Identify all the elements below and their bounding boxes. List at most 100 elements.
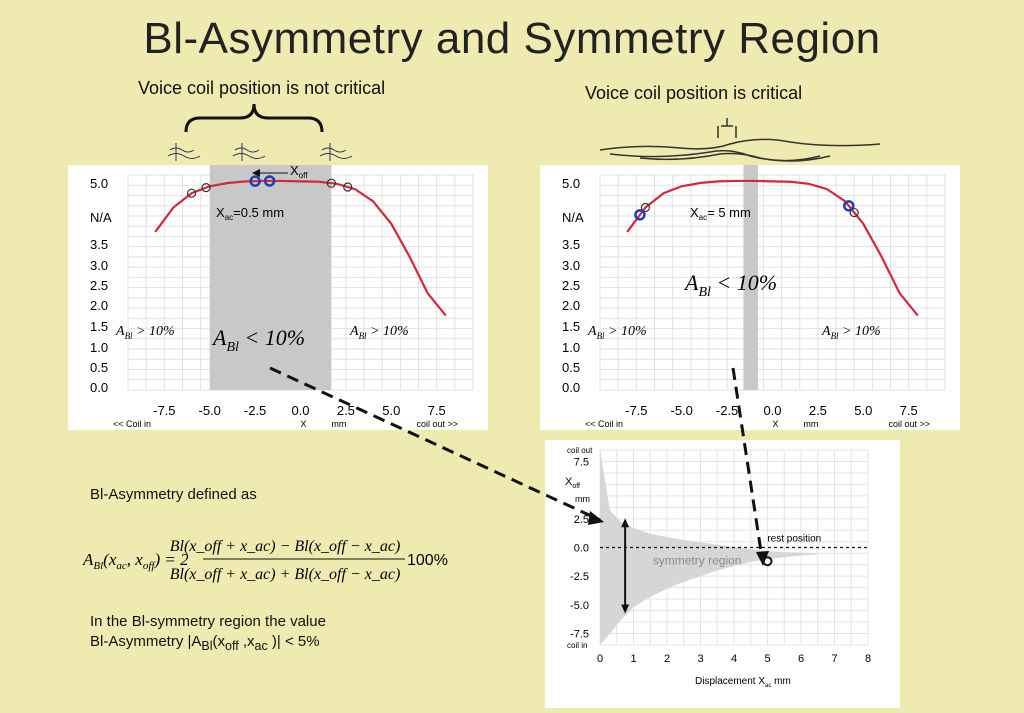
right-chart: 5.0 N/A 3.5 3.0 2.5 2.0 1.5 1.0 0.5 0.0 -7.5 -5.0 -2…	[562, 165, 946, 429]
x-left-note: << Coil in	[585, 419, 623, 429]
open-marker	[343, 182, 353, 192]
x-tick-label: 2.5	[337, 403, 355, 418]
region-center-label: ABl < 10%	[211, 325, 305, 355]
formula-suffix: 100%	[407, 552, 448, 569]
definition-label: Bl-Asymmetry defined as	[90, 486, 257, 503]
x-tick-label: 0.0	[291, 403, 309, 418]
x-off-arrowhead	[252, 169, 260, 177]
y-tick-label: 7.5	[574, 456, 589, 468]
left-chart: 5.0 N/A 3.5 3.0 2.5 2.0 1.5 1.0 0.5 0.0 -7.5 -5.0 -2…	[90, 163, 474, 429]
x-axis-label: X	[773, 419, 779, 429]
y-axis-label: Xoff	[565, 476, 580, 490]
open-marker	[326, 178, 336, 188]
x-tick-label: -5.0	[199, 403, 221, 418]
open-marker	[186, 188, 197, 198]
x-tick-label: 8	[865, 653, 871, 665]
x-tick-label: 1	[630, 653, 636, 665]
x-right-note: coil out >>	[416, 419, 458, 429]
y-tick-label: 5.0	[90, 176, 108, 191]
right-chart-subtitle: Voice coil position is critical	[585, 83, 803, 103]
y-tick-label: 2.5	[574, 514, 589, 526]
y-tick-label: 2.5	[90, 278, 108, 293]
y-tick-label: 1.0	[90, 340, 108, 355]
x-tick-label: 7	[831, 653, 837, 665]
y-tick-label: 0.5	[90, 360, 108, 375]
y-tick-label: 1.5	[90, 319, 108, 334]
x-tick-label: -7.5	[625, 403, 647, 418]
x-tick-label: -7.5	[153, 403, 175, 418]
dashed-arrow-right	[731, 367, 764, 559]
x-tick-label: 2.5	[809, 403, 827, 418]
x-tick-label: 6	[798, 653, 804, 665]
x-tick-label: 4	[731, 653, 737, 665]
x-axis-label: X	[301, 419, 307, 429]
y-tick-label: 0.0	[562, 380, 580, 395]
region-left-label: ABl > 10%	[587, 324, 647, 341]
blue-marker	[263, 175, 276, 187]
bracket-icon	[184, 103, 324, 133]
open-marker	[640, 202, 650, 213]
y-tick-label: -2.5	[570, 571, 589, 583]
x-tick-label: 5	[764, 653, 770, 665]
y-tick-label: -5.0	[570, 600, 589, 612]
open-marker	[849, 207, 859, 218]
x-tick-label: 2	[664, 653, 670, 665]
y-tick-label: 0.0	[90, 380, 108, 395]
symmetry-statement-line1: In the Bl-symmetry region the value	[90, 613, 326, 630]
x-ac-label: Xac=0.5 mm	[216, 205, 284, 222]
x-tick-label: 3	[697, 653, 703, 665]
dashed-arrow-left	[269, 366, 601, 522]
arrowhead-up	[621, 518, 630, 528]
symmetry-statement-line2: Bl-Asymmetry |ABl(xoff ,xac )| < 5%	[90, 633, 320, 653]
region-left-label: ABl > 10%	[115, 324, 175, 341]
y-top-note: coil out	[567, 446, 593, 455]
y-tick-label: 3.5	[562, 237, 580, 252]
y-tick-label: 1.0	[562, 340, 580, 355]
symmetry-region-chart-panel: rest position symmetry region coil out coil…	[545, 440, 900, 708]
rest-position-label: rest position	[767, 534, 821, 545]
y-tick-label: 3.5	[90, 237, 108, 252]
formula-lhs: ABl(xac, xoff) = 2	[82, 550, 189, 572]
region-right-label: ABl > 10%	[349, 324, 409, 341]
left-chart-panel: 5.0 N/A 3.5 3.0 2.5 2.0 1.5 1.0 0.5 0.0 -7.5 -5.0 -2…	[68, 163, 488, 430]
x-right-note: coil out >>	[888, 419, 930, 429]
y-tick-label: 0.0	[574, 543, 589, 555]
y-tick-label: 0.5	[562, 360, 580, 375]
symmetry-statement: In the Bl-symmetry region the value Bl-A…	[90, 612, 326, 656]
symmetry-region-chart: rest position symmetry region coil out coil…	[565, 446, 871, 689]
x-tick-label: -2.5	[716, 403, 738, 418]
y-tick-label: N/A	[562, 210, 584, 225]
x-tick-label: 0.0	[763, 403, 781, 418]
bl-curve	[626, 179, 919, 317]
symmetry-band	[209, 165, 332, 390]
x-tick-label: 7.5	[900, 403, 918, 418]
right-chart-panel: 5.0 N/A 3.5 3.0 2.5 2.0 1.5 1.0 0.5 0.0 -7.5 -5.0 -2…	[540, 165, 960, 430]
blue-marker	[634, 209, 646, 221]
bl-curve	[154, 179, 447, 317]
x-axis-unit: mm	[803, 419, 818, 429]
y-tick-label: 3.0	[90, 258, 108, 273]
region-right-label: ABl > 10%	[821, 324, 881, 341]
y-tick-label: N/A	[90, 210, 112, 225]
y-axis-unit: mm	[575, 494, 590, 504]
page-title: Bl-Asymmetry and Symmetry Region	[143, 14, 881, 63]
x-tick-label: -5.0	[671, 403, 693, 418]
blue-marker	[843, 200, 855, 212]
y-tick-label: 3.0	[562, 258, 580, 273]
arrowhead-down	[621, 604, 630, 614]
y-bottom-note: coil in	[567, 641, 587, 650]
blue-marker	[249, 175, 261, 187]
y-tick-label: 1.5	[562, 319, 580, 334]
symmetry-band	[743, 165, 758, 390]
x-off-label: Xoff	[290, 165, 308, 180]
coil-wave-icons	[167, 143, 353, 161]
region-center-label: ABl < 10%	[683, 270, 777, 300]
x-ac-label: Xac= 5 mm	[690, 205, 751, 222]
speaker-coil-icon	[599, 118, 881, 162]
formula-denominator: Bl(x_off + x_ac) + Bl(x_off − x_ac)	[170, 566, 401, 583]
formula-numerator: Bl(x_off + x_ac) − Bl(x_off − x_ac)	[170, 538, 401, 555]
x-axis-unit: mm	[331, 419, 346, 429]
x-tick-label: 5.0	[382, 403, 400, 418]
x-tick-label: 7.5	[428, 403, 446, 418]
